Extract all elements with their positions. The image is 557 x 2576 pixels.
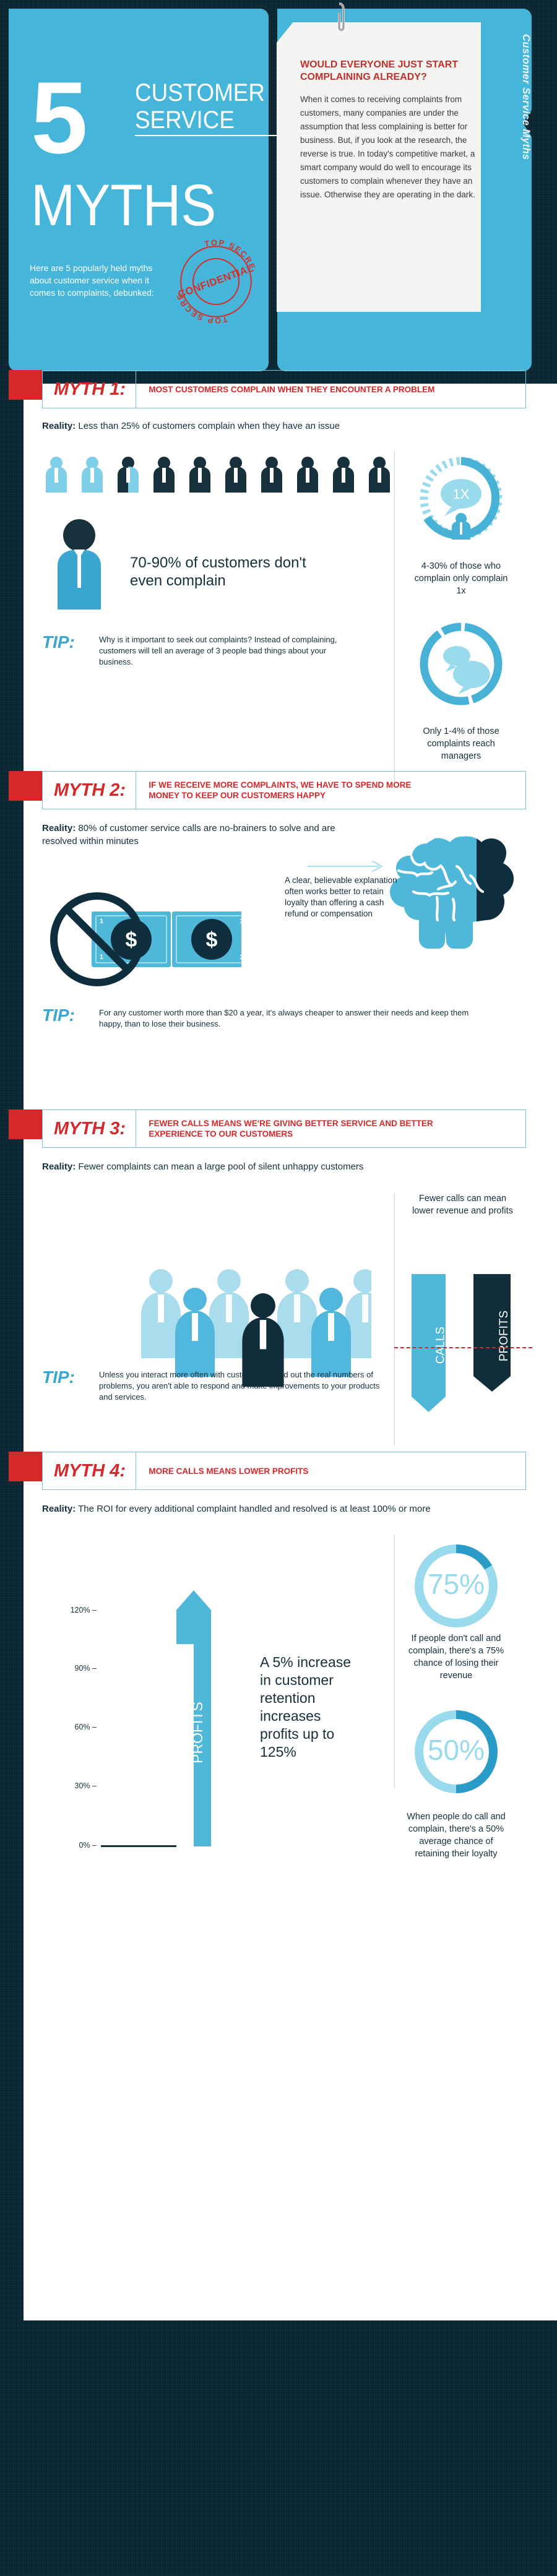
svg-text:1: 1 (240, 954, 241, 961)
svg-text:CONFIDENTIAL: CONFIDENTIAL (176, 262, 256, 300)
svg-text:120% –: 120% – (71, 1606, 97, 1614)
svg-text:0% –: 0% – (79, 1841, 97, 1850)
svg-text:1: 1 (100, 918, 103, 925)
svg-text:$: $ (206, 928, 218, 952)
svg-text:75%: 75% (428, 1568, 485, 1600)
svg-text:30% –: 30% – (75, 1781, 97, 1790)
svg-text:1: 1 (240, 918, 241, 925)
svg-text:$: $ (126, 928, 137, 952)
svg-text:CALLS: CALLS (434, 1327, 447, 1364)
svg-text:PROFITS: PROFITS (498, 1311, 511, 1361)
svg-text:1X: 1X (453, 486, 470, 502)
svg-text:1: 1 (100, 954, 103, 961)
svg-text:PROFITS: PROFITS (189, 1702, 205, 1764)
svg-text:90% –: 90% – (75, 1664, 97, 1673)
svg-text:Customer Service Myths: Customer Service Myths (520, 34, 532, 160)
svg-text:60% –: 60% – (75, 1723, 97, 1731)
svg-text:50%: 50% (428, 1734, 485, 1766)
